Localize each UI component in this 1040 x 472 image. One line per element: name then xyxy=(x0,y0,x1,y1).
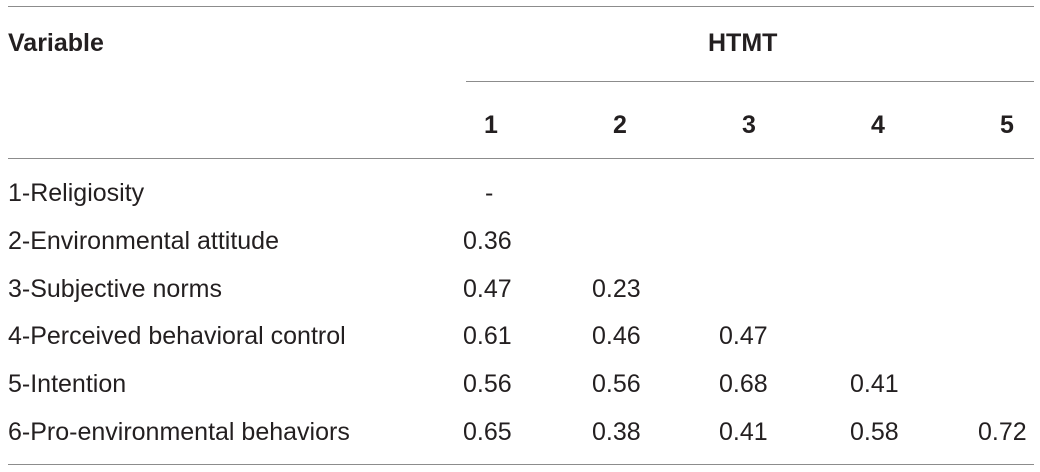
column-header-3: 3 xyxy=(742,111,756,139)
column-header-1: 1 xyxy=(484,111,498,139)
table-cell-value: 0.47 xyxy=(463,275,512,303)
table-bottom-rule xyxy=(8,464,1034,465)
table-cell-value: 0.41 xyxy=(719,418,768,446)
table-cell-value: 0.58 xyxy=(850,418,899,446)
table-cell-value: 0.61 xyxy=(463,322,512,350)
table-cell-value: 0.65 xyxy=(463,418,512,446)
table-row-label: 6-Pro-environmental behaviors xyxy=(8,418,350,446)
table-cell-value: 0.46 xyxy=(592,322,641,350)
table-cell-value: 0.23 xyxy=(592,275,641,303)
table-cell-value: 0.68 xyxy=(719,370,768,398)
table-row-label: 4-Perceived behavioral control xyxy=(8,322,346,350)
column-header-2: 2 xyxy=(613,111,627,139)
table-row-label: 1-Religiosity xyxy=(8,179,145,207)
table-header-rule xyxy=(8,158,1034,159)
table-cell-value: 0.72 xyxy=(978,418,1027,446)
column-header-4: 4 xyxy=(871,111,885,139)
table-row-label: 3-Subjective norms xyxy=(8,275,222,303)
table-top-rule xyxy=(8,6,1034,7)
table-cell-value: 0.56 xyxy=(592,370,641,398)
table-cell-value: 0.56 xyxy=(463,370,512,398)
table-cell-value: 0.38 xyxy=(592,418,641,446)
column-header-5: 5 xyxy=(1000,111,1014,139)
table-row-label: 5-Intention xyxy=(8,370,127,398)
table-cell-value: - xyxy=(485,179,494,207)
table-cell-value: 0.36 xyxy=(463,227,512,255)
table-cell-value: 0.47 xyxy=(719,322,768,350)
htmt-group-header: HTMT xyxy=(708,29,778,57)
table-cell-value: 0.41 xyxy=(850,370,899,398)
variable-column-header: Variable xyxy=(8,29,104,57)
table-row-label: 2-Environmental attitude xyxy=(8,227,279,255)
htmt-group-rule xyxy=(466,81,1034,82)
